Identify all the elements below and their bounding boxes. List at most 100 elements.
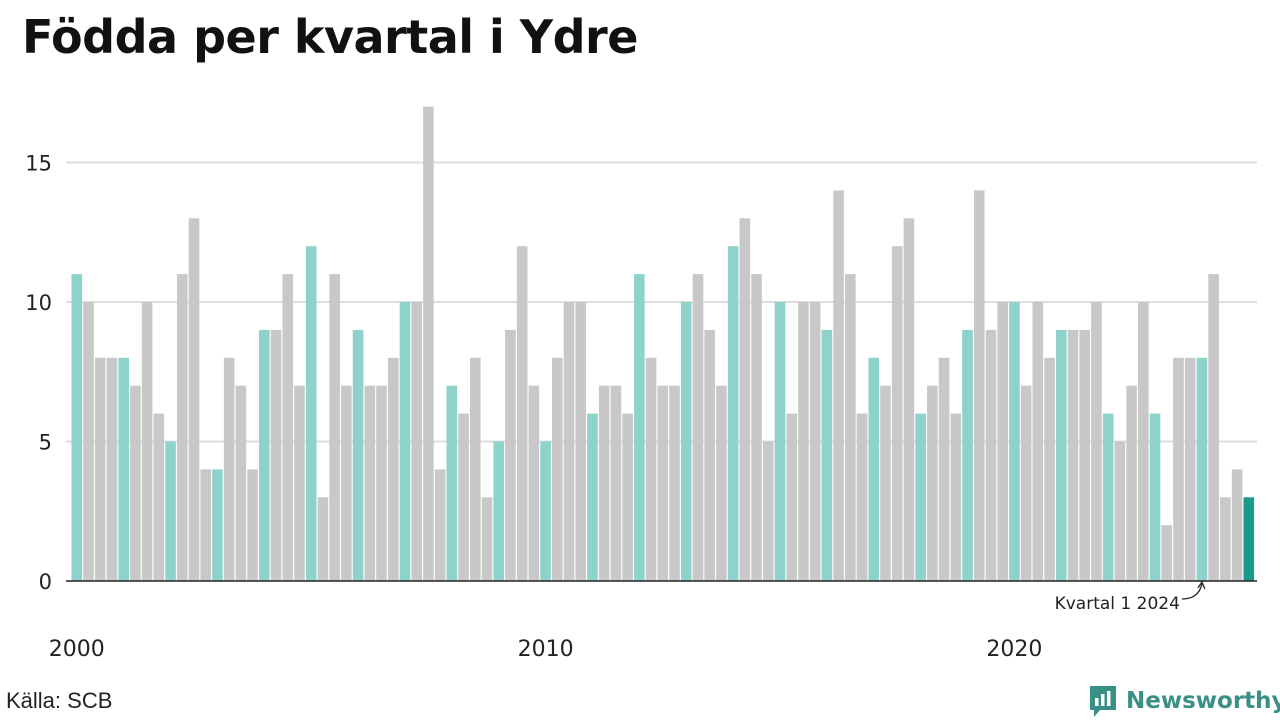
bar: [270, 329, 282, 581]
bar: [751, 274, 762, 581]
y-axis-ticks: 0 5 10 15: [25, 152, 52, 595]
bars: [71, 106, 1255, 582]
x-tick-label: 2000: [49, 637, 105, 662]
bar: [399, 302, 411, 581]
bar: [1126, 385, 1137, 581]
bar: [505, 329, 516, 581]
y-tick-label: 10: [25, 291, 52, 315]
bar: [950, 413, 962, 581]
bar: [305, 246, 317, 581]
bar: [364, 385, 376, 581]
bar: [1208, 274, 1219, 581]
bar: [282, 274, 294, 581]
bar: [1032, 302, 1044, 581]
bar: [130, 385, 141, 581]
bar: [880, 385, 891, 581]
bar: [294, 385, 305, 581]
bar: [212, 469, 223, 581]
bar: [739, 218, 751, 582]
bar: [575, 302, 587, 581]
annotation-label: Kvartal 1 2024: [1055, 594, 1180, 614]
brand-name: Newsworthy: [1126, 688, 1280, 714]
bar: [552, 357, 563, 581]
bar: [563, 302, 575, 581]
bar: [1020, 385, 1032, 581]
y-tick-label: 5: [39, 431, 52, 455]
bar: [223, 357, 235, 581]
bar: [1161, 525, 1173, 581]
bar: [962, 329, 973, 581]
bar: [1231, 469, 1243, 581]
bar: [692, 274, 704, 581]
bar: [1067, 329, 1079, 581]
bar: [938, 357, 950, 581]
bar: [71, 274, 83, 581]
y-tick-label: 15: [25, 152, 52, 176]
bar: [259, 329, 270, 581]
bar: [106, 357, 118, 581]
bar: [317, 497, 329, 581]
bar: [387, 357, 399, 581]
bar: [411, 302, 422, 581]
bar: [704, 329, 715, 581]
bar: [680, 302, 692, 581]
bar: [247, 469, 258, 581]
bar: [446, 385, 458, 581]
bar: [786, 413, 798, 581]
bar: [915, 413, 926, 581]
annotation-arrowhead: [1197, 580, 1206, 590]
bar: [891, 246, 903, 581]
bar: [376, 385, 387, 581]
bar: [833, 190, 844, 581]
bar: [329, 274, 340, 581]
bar: [856, 413, 868, 581]
bar: [235, 385, 247, 581]
bar: [352, 329, 364, 581]
chart-title: Födda per kvartal i Ydre: [22, 10, 638, 64]
bar: [821, 329, 833, 581]
bar: [1044, 357, 1055, 581]
newsworthy-logo-icon: [1090, 686, 1116, 717]
bar: [176, 274, 188, 581]
bar: [809, 302, 821, 581]
bar: [1102, 413, 1114, 581]
bar: [493, 441, 505, 581]
bar: [622, 413, 633, 581]
bar: [1149, 413, 1161, 581]
x-axis-ticks: 2000 2010 2020: [49, 637, 1043, 662]
bar: [141, 302, 153, 581]
bar: [587, 413, 598, 581]
bar: [634, 274, 645, 581]
bar: [903, 218, 915, 582]
bar: [540, 441, 551, 581]
bar: [423, 106, 434, 581]
bar: [716, 385, 727, 581]
bar: [927, 385, 938, 581]
bar: [657, 385, 669, 581]
bar: [762, 441, 774, 581]
bar: [1243, 497, 1255, 581]
bar: [997, 302, 1008, 581]
annotation-arrow: [1181, 583, 1203, 600]
bar: [481, 497, 493, 581]
bar: [153, 413, 165, 581]
bar: [188, 218, 200, 582]
latest-annotation: Kvartal 1 2024: [1055, 580, 1206, 614]
bar: [798, 302, 809, 581]
bar: [341, 385, 352, 581]
bar: [1173, 357, 1184, 581]
source-note: Källa: SCB: [6, 688, 113, 713]
bar: [985, 329, 997, 581]
bar: [1091, 302, 1102, 581]
bar: [516, 246, 528, 581]
bar: [200, 469, 212, 581]
bar: [94, 357, 106, 581]
bar: [774, 302, 786, 581]
bar: [118, 357, 129, 581]
bar: [434, 469, 446, 581]
bar: [610, 385, 622, 581]
bar: [469, 357, 481, 581]
x-tick-label: 2010: [518, 637, 574, 662]
bar: [598, 385, 610, 581]
